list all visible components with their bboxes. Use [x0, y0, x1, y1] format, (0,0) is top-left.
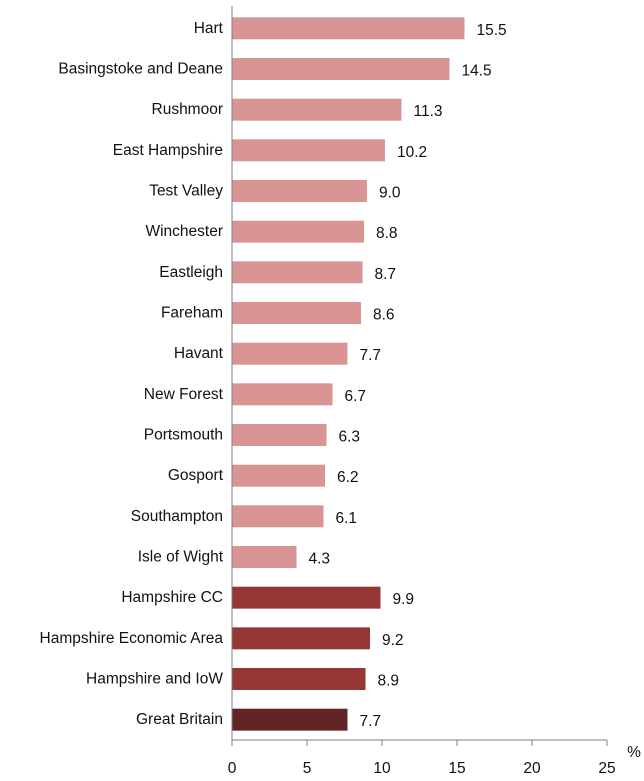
bar: [232, 58, 450, 80]
axes: [231, 6, 607, 741]
x-tick-label: 5: [303, 760, 312, 777]
value-label: 8.7: [375, 266, 397, 283]
bar: [232, 17, 465, 40]
value-labels: 15.5 14.5 11.3 10.2 9.0 8.8 8.7 8.6 7.7 6.7 6.3 6.2…: [309, 22, 507, 730]
value-label: 6.2: [337, 469, 359, 486]
bars-group: [232, 17, 465, 731]
x-tick-label: 20: [523, 760, 541, 777]
x-tick-label: 10: [373, 760, 391, 777]
bar: [232, 302, 361, 324]
bar: [232, 342, 348, 365]
value-label: 6.3: [339, 429, 361, 446]
bar: [232, 627, 370, 650]
value-label: 14.5: [462, 63, 492, 80]
category-label: Havant: [174, 345, 224, 362]
value-label: 7.7: [360, 347, 382, 364]
bar: [232, 708, 348, 731]
category-label: Hampshire CC: [121, 589, 223, 606]
value-label: 7.7: [360, 713, 382, 730]
value-label: 9.0: [379, 185, 401, 202]
category-label: Hart: [194, 20, 224, 37]
category-label: Test Valley: [149, 183, 223, 200]
value-label: 9.9: [393, 591, 415, 608]
bar: [232, 505, 324, 528]
bar: [232, 383, 333, 406]
value-label: 10.2: [397, 144, 427, 161]
category-label: Portsmouth: [144, 427, 223, 444]
bar: [232, 98, 402, 121]
value-label: 6.1: [336, 510, 358, 527]
bar: [232, 586, 381, 609]
category-label: Hampshire and IoW: [86, 671, 223, 688]
bar: [232, 261, 363, 284]
category-label: Eastleigh: [159, 264, 223, 281]
category-label: Rushmoor: [152, 101, 224, 118]
category-label: Basingstoke and Deane: [58, 61, 223, 78]
category-label: East Hampshire: [113, 142, 223, 159]
category-label: Isle of Wight: [138, 549, 224, 566]
value-label: 4.3: [309, 551, 331, 568]
value-label: 9.2: [382, 632, 404, 649]
bar: [232, 424, 327, 446]
bar: [232, 546, 297, 568]
bar: [232, 139, 385, 162]
category-label: Great Britain: [136, 711, 223, 728]
bar: [232, 668, 366, 690]
x-axis-unit-label: %: [627, 744, 641, 761]
category-label: New Forest: [144, 386, 224, 403]
value-label: 11.3: [414, 103, 443, 120]
category-labels: Hart Basingstoke and Deane Rushmoor East Ha…: [40, 20, 224, 728]
x-axis-ticks: 0 5 10 15 20 25: [228, 740, 616, 777]
bar: [232, 220, 364, 243]
x-tick-label: 25: [598, 760, 615, 777]
category-label: Southampton: [131, 508, 223, 525]
category-label: Hampshire Economic Area: [40, 630, 224, 647]
x-tick-label: 0: [228, 760, 237, 777]
x-tick-label: 15: [448, 760, 465, 777]
value-label: 8.9: [378, 673, 400, 690]
value-label: 8.8: [376, 225, 398, 242]
value-label: 15.5: [477, 22, 507, 39]
value-label: 6.7: [345, 388, 367, 405]
bar: [232, 180, 367, 202]
category-label: Winchester: [145, 223, 223, 240]
bar: [232, 464, 325, 487]
category-label: Gosport: [168, 467, 224, 484]
category-label: Fareham: [161, 305, 223, 322]
value-label: 8.6: [373, 307, 395, 324]
